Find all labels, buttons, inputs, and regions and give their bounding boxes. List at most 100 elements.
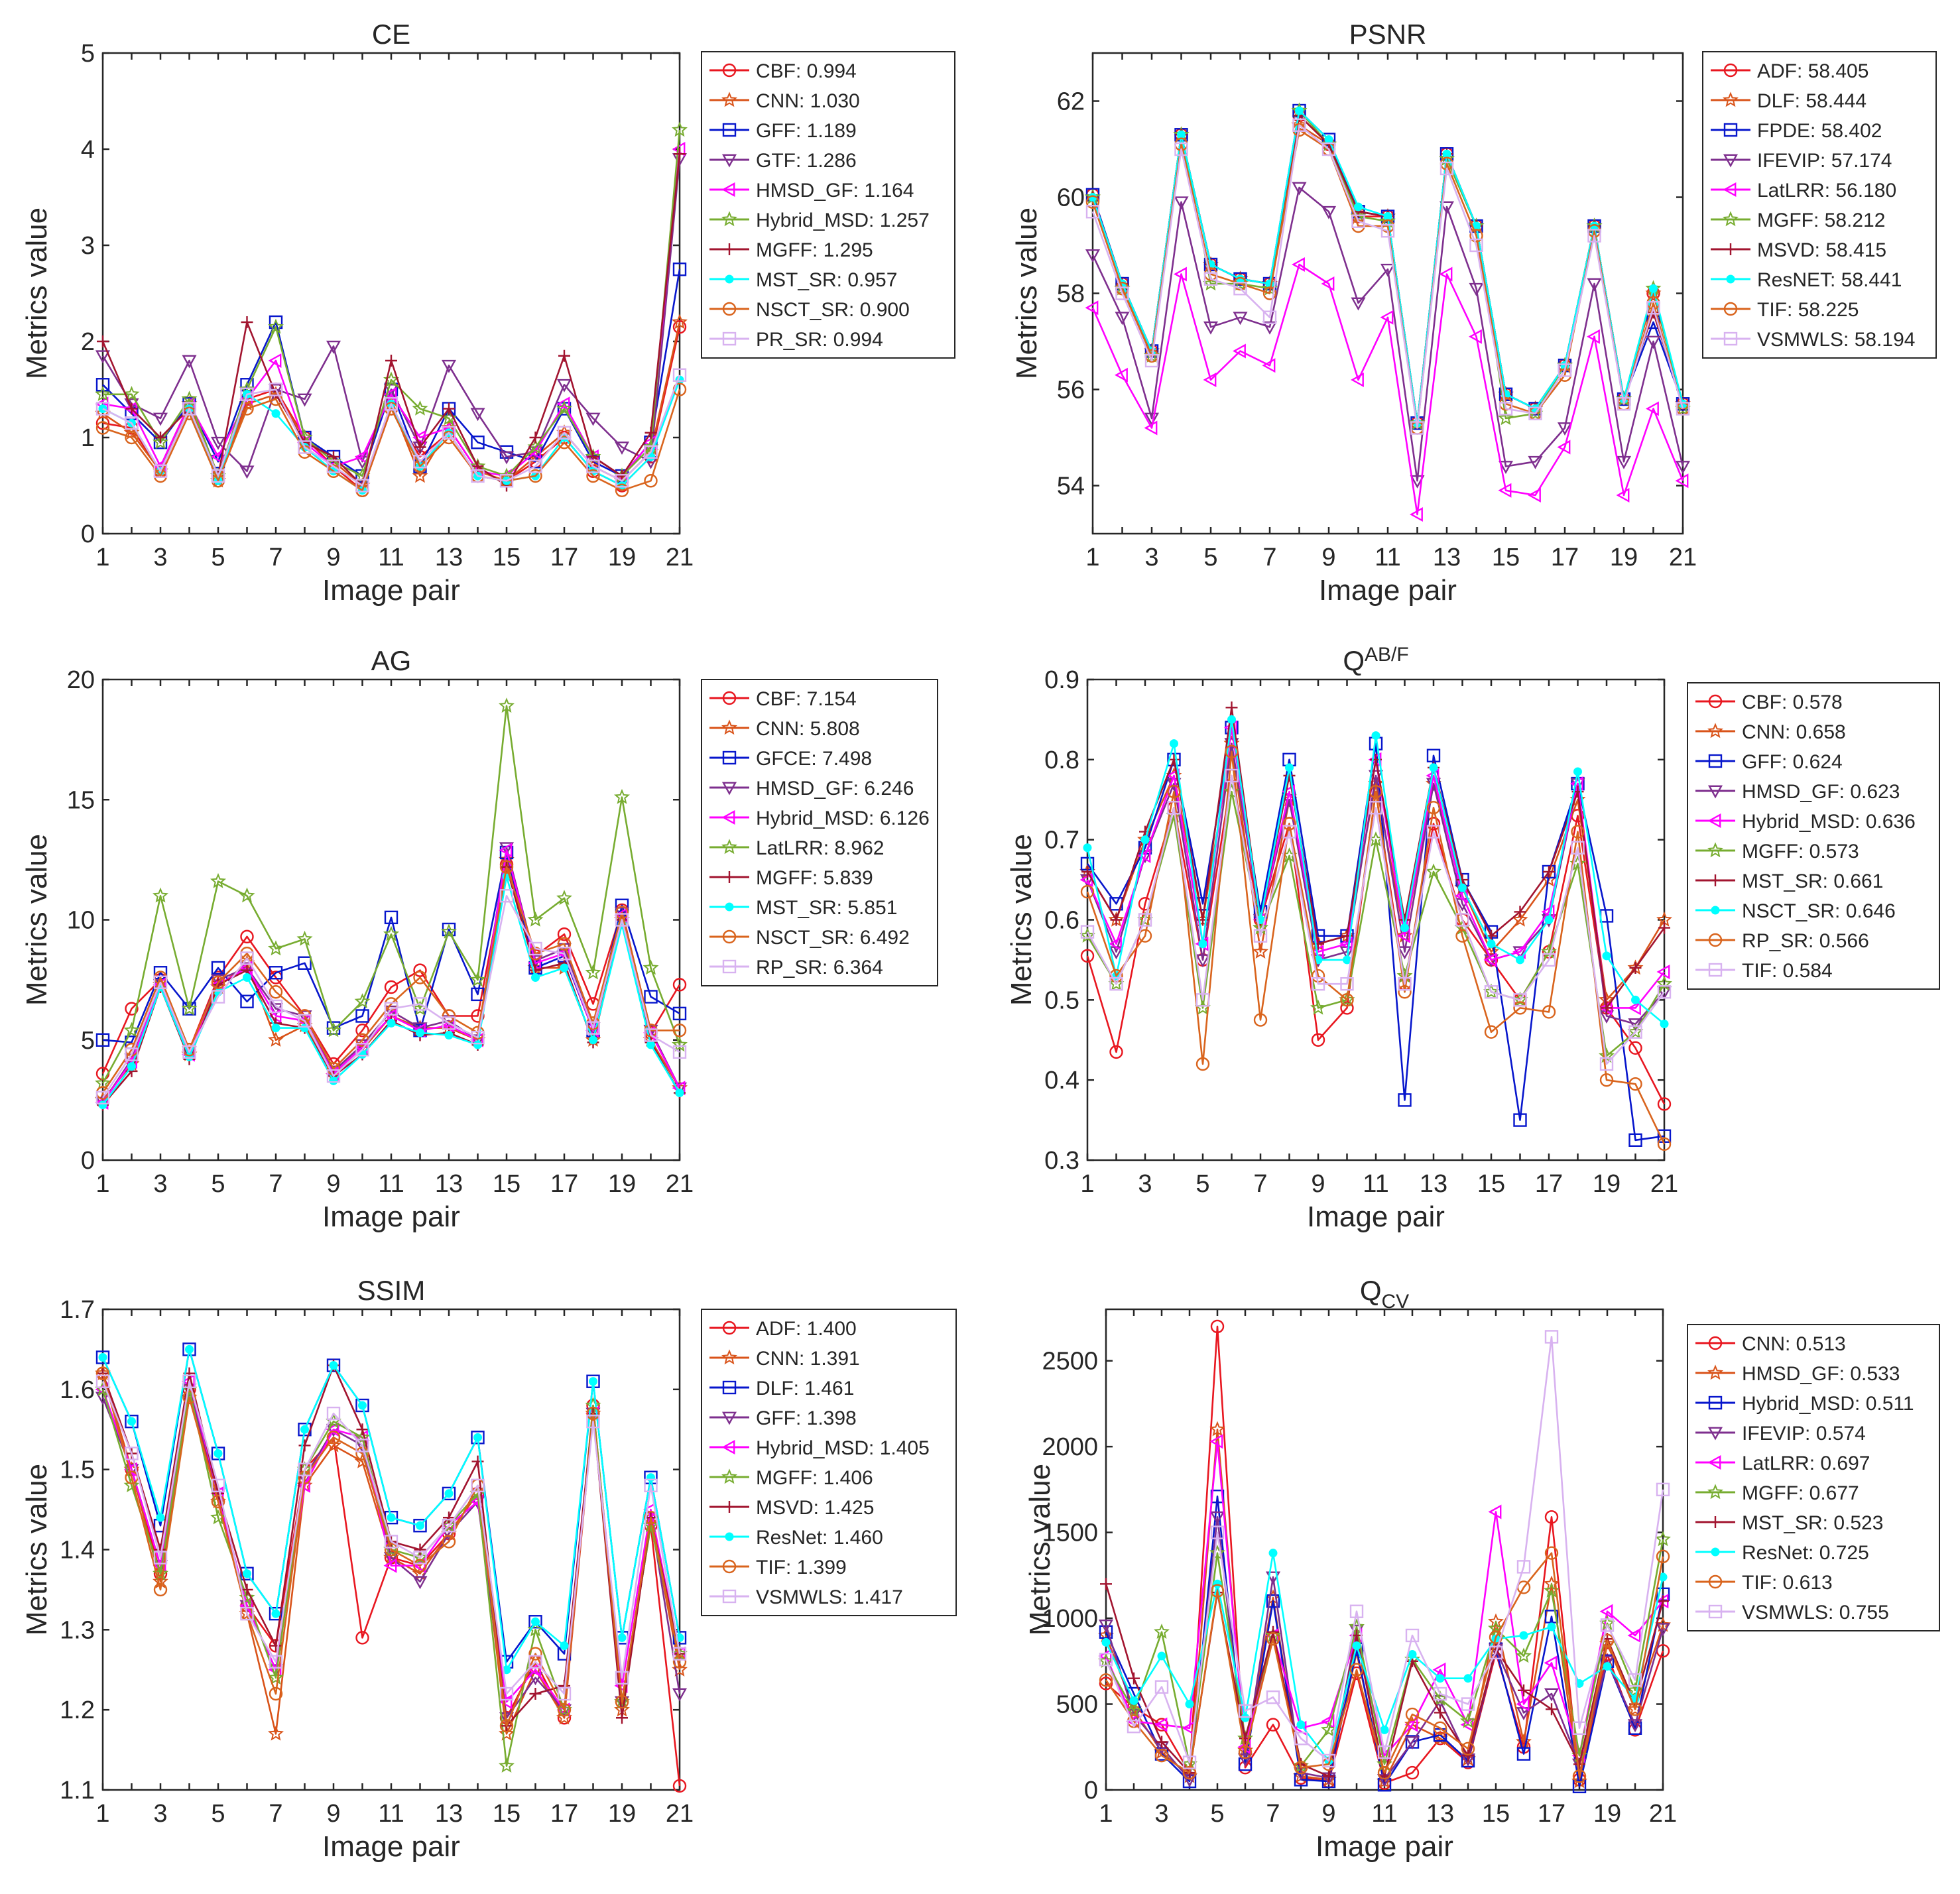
data-point	[1571, 825, 1585, 839]
legend-swatch-marker	[1708, 1336, 1723, 1350]
legend-entry-Hybrid_MSD: Hybrid_MSD: 6.126	[709, 807, 930, 829]
legend-label: FPDE: 58.402	[1757, 120, 1882, 142]
data-point	[1253, 943, 1268, 959]
legend-label: MGFF: 1.295	[756, 239, 873, 261]
legend: ADF: 1.400 CNN: 1.391 DLF: 1.461 GFF: 1.398…	[701, 1309, 957, 1616]
data-point	[1253, 919, 1268, 935]
y-tick-label: 60	[1057, 184, 1085, 212]
legend: CBF: 0.994 CNN: 1.030 GFF: 1.189 GTF: 1.286…	[701, 51, 955, 359]
data-point	[672, 1036, 688, 1052]
legend-swatch-marker	[1723, 211, 1739, 227]
legend-entry-DLF: DLF: 1.461	[709, 1378, 854, 1399]
data-point	[644, 1478, 658, 1493]
chart-panel-4: QAB/F0.30.40.50.60.70.80.91 3 5 7 9 11 13 15 17 1…	[1005, 644, 1678, 1233]
data-point	[1209, 1545, 1225, 1560]
data-point	[182, 1374, 196, 1388]
data-point	[1572, 1779, 1587, 1794]
data-point	[1233, 343, 1246, 359]
data-point	[1484, 985, 1499, 999]
data-point	[1167, 784, 1181, 799]
data-point	[1656, 1549, 1670, 1564]
x-tick-label: 19	[608, 1170, 636, 1198]
legend-entry-MGFF: MGFF: 1.406	[709, 1467, 873, 1489]
data-point	[239, 962, 255, 976]
legend-swatch-marker	[725, 274, 734, 284]
y-tick-label: 0.3	[1044, 1147, 1079, 1175]
legend-entry-GFF: GFF: 0.624	[1695, 751, 1843, 773]
legend-swatch-marker	[1711, 1547, 1720, 1557]
legend-label: CNN: 0.513	[1742, 1333, 1846, 1355]
data-point	[412, 1558, 426, 1573]
data-point	[674, 148, 686, 160]
data-point	[1616, 487, 1630, 503]
data-point	[585, 964, 601, 980]
data-point	[329, 1076, 338, 1085]
data-point	[1282, 825, 1296, 839]
x-axis-label: Image pair	[322, 574, 460, 607]
legend-entry-CNN: CNN: 5.808	[709, 718, 860, 740]
data-point	[1099, 1677, 1113, 1690]
data-point	[1628, 1702, 1642, 1716]
legend-entry-CNN: CNN: 1.030	[709, 90, 860, 112]
data-point	[211, 1478, 225, 1493]
legend-swatch-marker	[722, 691, 737, 705]
data-point	[123, 1477, 140, 1493]
series-line	[101, 895, 680, 1098]
data-point	[387, 1513, 396, 1522]
data-point	[1154, 1749, 1169, 1763]
data-point	[1267, 1626, 1279, 1638]
data-point	[1599, 1073, 1614, 1087]
x-tick-label: 19	[1593, 1170, 1621, 1198]
data-point	[1432, 1662, 1446, 1677]
data-point	[1323, 1770, 1335, 1783]
data-point	[269, 966, 283, 980]
data-point	[97, 335, 109, 347]
data-point	[589, 1036, 597, 1045]
series-line	[101, 1380, 681, 1695]
legend-label: GFF: 1.189	[756, 120, 857, 142]
data-point	[326, 340, 341, 354]
data-point	[241, 1583, 253, 1596]
data-point	[1109, 936, 1122, 951]
chart-title-main: AG	[371, 645, 412, 676]
x-tick-label: 9	[1321, 1800, 1335, 1828]
series-line	[1105, 1441, 1664, 1757]
data-point	[384, 980, 398, 994]
legend-label: HMSD_GF: 0.623	[1742, 781, 1900, 803]
series-line	[101, 1373, 681, 1787]
legend-entry-Hybrid_MSD: Hybrid_MSD: 0.511	[1695, 1393, 1914, 1415]
data-point	[414, 441, 426, 453]
data-point	[413, 1559, 427, 1572]
data-point	[1227, 715, 1236, 724]
data-point	[211, 990, 225, 1004]
data-point	[1177, 130, 1186, 139]
series-TIF	[1080, 768, 1672, 1071]
data-point	[471, 436, 485, 449]
data-point	[527, 911, 544, 927]
legend-swatch-marker	[722, 1321, 737, 1335]
data-point	[557, 1702, 572, 1717]
data-point	[1311, 977, 1325, 991]
data-point	[384, 1002, 398, 1016]
legend-label: ADF: 1.400	[756, 1318, 857, 1340]
legend-swatch-marker	[721, 1349, 737, 1365]
legend-entry-CBF: CBF: 0.578	[1695, 691, 1843, 713]
y-tick-label: 0.8	[1044, 746, 1079, 774]
x-tick-label: 17	[550, 1170, 578, 1198]
legend-entry-GFCE: GFCE: 7.498	[709, 748, 872, 770]
legend-label: DLF: 1.461	[756, 1378, 854, 1399]
legend-label: RP_SR: 6.364	[756, 957, 883, 978]
data-point	[326, 1022, 341, 1037]
legend-swatch-marker	[721, 1468, 737, 1484]
data-point	[1546, 1703, 1558, 1716]
data-point	[300, 1425, 309, 1434]
data-point	[1483, 983, 1499, 999]
series-MGFF	[97, 860, 686, 1111]
legend-swatch-marker	[1723, 91, 1739, 107]
data-point	[1209, 1511, 1225, 1525]
data-point	[1321, 1753, 1336, 1768]
x-tick-label: 1	[95, 1800, 109, 1828]
y-axis-label: Metrics value	[21, 834, 53, 1006]
